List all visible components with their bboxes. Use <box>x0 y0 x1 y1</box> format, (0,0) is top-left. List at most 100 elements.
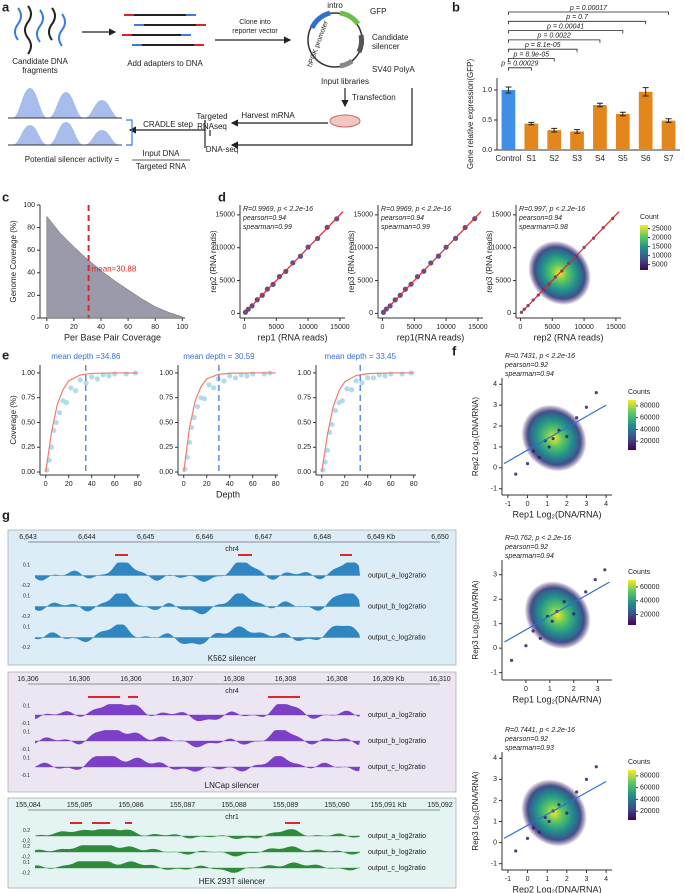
chart: 0.00 0.25 0.50 0.75 1.00 0 20 40 60 80 Depth mean d… <box>159 352 279 499</box>
stats: spearman=0.99 <box>243 224 292 231</box>
label: DNA-seq <box>206 145 238 154</box>
y-axis-label: Rep3 Log₂(DNA/RNA) <box>471 771 480 850</box>
stats: pearson=0.94 <box>380 215 424 222</box>
colorbar-label: 5000 <box>652 261 668 268</box>
genome-track: 16,306 16,306 16,306 16,307 16,308 16,308 16,3… <box>7 671 457 793</box>
point <box>53 419 59 426</box>
signal-track <box>35 730 360 748</box>
x-axis-label: Depth <box>216 489 240 499</box>
x-tick-label: 20 <box>341 481 349 488</box>
x-tick-label: 1 <box>548 686 552 693</box>
y-tick-label: -1 <box>491 861 497 868</box>
point <box>584 590 588 594</box>
x-tick-label: 1 <box>545 876 549 883</box>
coordinate-label: 155,085 <box>67 802 92 809</box>
x-axis-label: Per Base Pair Coverage <box>64 332 161 342</box>
track-name: output_c_log2ratio <box>368 865 426 872</box>
stats: pearson=0.92 <box>504 544 548 551</box>
colorbar-label: 10000 <box>652 252 672 259</box>
x-tick-label: 1 <box>545 501 549 508</box>
point <box>94 376 101 382</box>
colorbar-label: 20000 <box>640 611 660 618</box>
label: Input libraries <box>321 77 369 86</box>
fit-line <box>244 211 344 314</box>
y-axis-label: Rep2 Log₂(DNA/RNA) <box>471 397 480 476</box>
x-tick-label: 2 <box>572 686 576 693</box>
track-box <box>7 529 457 666</box>
point <box>557 803 561 807</box>
y-tick-label: 1 <box>493 818 497 825</box>
y-tick-label: 0.00 <box>159 469 173 476</box>
significance-bracket <box>508 39 601 43</box>
stats: pearson=0.92 <box>504 736 548 743</box>
label: Targeted <box>196 112 227 121</box>
x-tick-label: 0 <box>45 324 49 331</box>
y-tick-label: 60 <box>27 247 35 254</box>
y-tick-label: 0.75 <box>21 395 35 402</box>
x-axis-label: Rep2 Log₂(DNA/RNA) <box>512 884 601 893</box>
track-tick: 0.1 <box>23 860 30 866</box>
y-axis-label: Genome Coverage (%) <box>9 220 18 303</box>
x-tick-label: S5 <box>618 154 628 163</box>
label: silencer <box>372 42 400 51</box>
track-tick: 0.2 <box>23 828 30 834</box>
colorbar-label: 15000 <box>652 243 672 250</box>
track-tick: 0.1 <box>23 593 30 599</box>
significance-bracket <box>508 67 532 71</box>
track-tick: -0.1 <box>21 773 30 779</box>
point <box>201 396 208 402</box>
y-tick-label: 1.00 <box>21 370 35 377</box>
coordinate-label: 16,310 <box>429 676 451 683</box>
x-tick-label: 2 <box>565 501 569 508</box>
x-tick-label: 60 <box>124 324 132 331</box>
point <box>349 387 355 393</box>
point <box>77 377 83 383</box>
x-tick-label: 20 <box>70 324 78 331</box>
y-axis-label: Gene relative expression(GFP) <box>466 59 475 170</box>
y-tick-label: 1.0 <box>482 87 492 94</box>
x-tick-label: 40 <box>97 324 105 331</box>
fit-line <box>45 372 138 473</box>
chromosome-label: chr4 <box>225 546 239 553</box>
coordinate-label: 155,089 <box>273 802 298 809</box>
significance-bracket <box>508 11 669 15</box>
colorbar <box>640 225 648 270</box>
signal-track <box>35 624 360 645</box>
y-axis-label: Coverage (%) <box>9 395 18 445</box>
fit-line <box>520 211 620 314</box>
significance-bracket <box>508 48 578 53</box>
coordinate-label: 6,646 <box>196 534 214 541</box>
coordinate-label: 6,647 <box>255 534 273 541</box>
signal-track <box>35 704 360 722</box>
signal-track <box>35 829 360 839</box>
coordinate-label: 16,306 <box>69 676 91 683</box>
x-tick-label: 10000 <box>436 324 456 331</box>
colorbar <box>628 770 636 820</box>
chromosome-label: chr1 <box>225 814 239 821</box>
y-tick-label: 0.00 <box>297 469 311 476</box>
stats: R=0.9969, p < 2.2e-16 <box>381 206 451 213</box>
point <box>227 373 233 379</box>
chart: 0.00 0.25 0.50 0.75 1.00 0 20 40 60 80 mean depth … <box>297 352 417 488</box>
point <box>83 380 89 386</box>
y-tick-label: 10000 <box>216 245 236 252</box>
point <box>123 371 129 377</box>
x-tick-label: 80 <box>151 324 159 331</box>
x-tick-label: 0 <box>44 481 48 488</box>
bar <box>501 90 516 150</box>
colorbar-label: 40000 <box>640 426 660 433</box>
track-name: output_b_log2ratio <box>368 849 426 856</box>
point <box>594 765 598 769</box>
y-tick-label: 4 <box>493 381 497 388</box>
point <box>575 416 579 420</box>
mean-label: mean depth =34.86 <box>51 352 121 361</box>
stats: R=0.9969, p < 2.2e-16 <box>243 206 313 213</box>
point <box>63 400 70 406</box>
signal-track <box>35 861 360 873</box>
track-title: K562 silencer <box>208 654 257 663</box>
y-tick-label: 0.50 <box>297 419 311 426</box>
x-tick-label: 0 <box>182 481 186 488</box>
